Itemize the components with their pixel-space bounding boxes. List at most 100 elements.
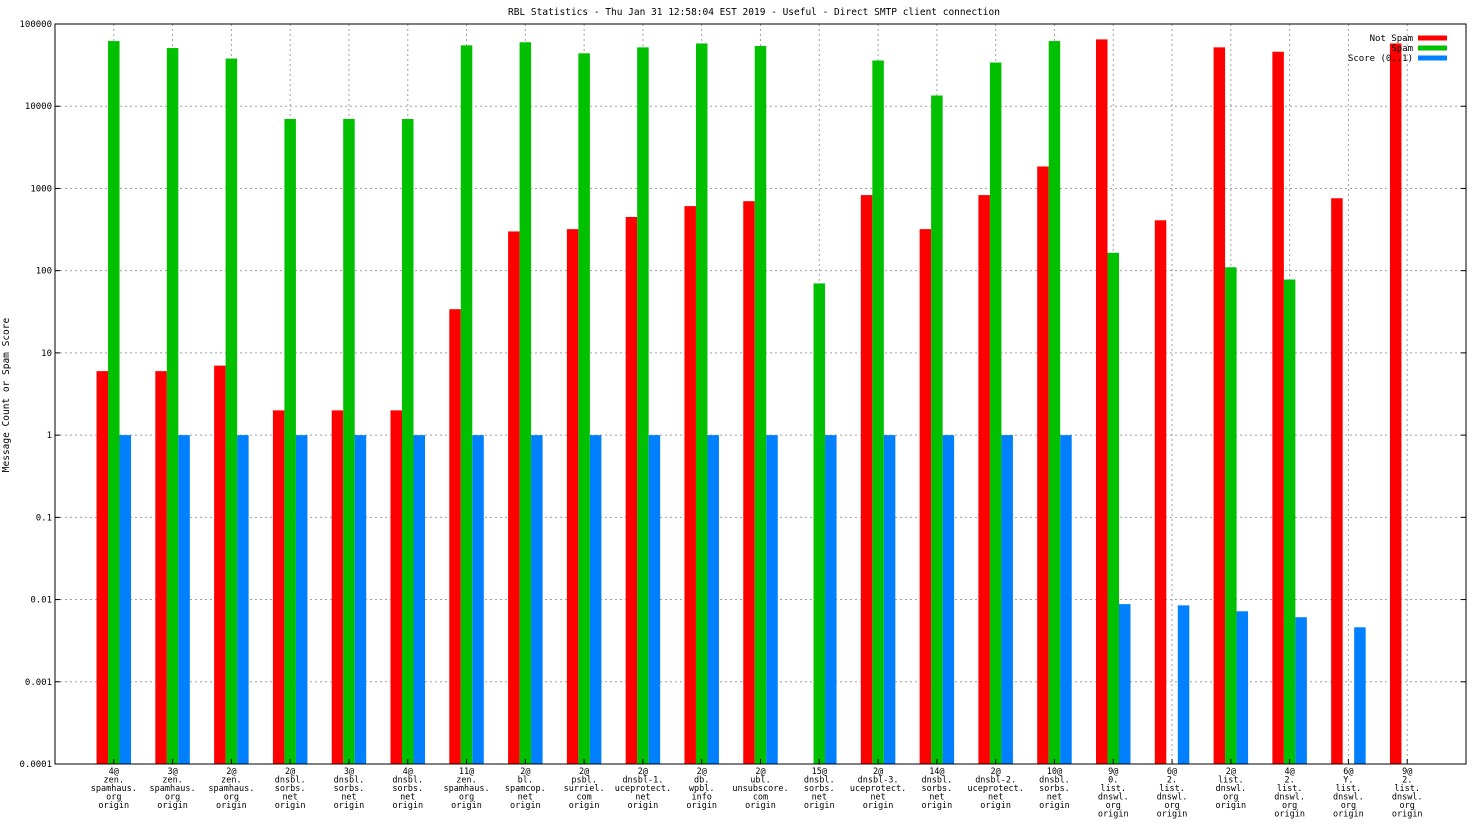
bar-spam <box>460 45 473 764</box>
bar-not-spam <box>1154 220 1167 764</box>
x-tick-label-line: net <box>518 793 533 803</box>
x-tick-label: 2@ dnsbl. sorbs. net origin <box>275 767 306 811</box>
x-tick-label-line: 4@ <box>1285 767 1295 777</box>
bar-not-spam <box>1272 51 1284 764</box>
bar-spam <box>695 43 708 764</box>
legend-swatch <box>1418 45 1447 51</box>
x-tick-label-line: surriel. <box>564 784 605 794</box>
x-tick-label: 2@ dnsbl-3. uceprotect. net origin <box>850 767 906 811</box>
x-tick-label-line: list. <box>1277 784 1303 794</box>
x-tick-label-line: org <box>106 793 121 803</box>
y-ticks: 0.0001 0.001 0.01 0.1 1 10 100 1000 10000 100000 <box>19 20 1466 770</box>
x-tick-label-line: 10@ <box>1047 767 1062 777</box>
x-tick-label: 4@ dnsbl. sorbs. net origin <box>392 767 423 811</box>
bar-score-0-1 <box>1060 435 1072 764</box>
x-tick-label-line: org <box>1341 801 1356 811</box>
x-tick-label-line: uceprotect. <box>615 784 671 794</box>
x-tick-label-line: 3@ <box>167 767 177 777</box>
x-tick-label-line: 9@ <box>1402 767 1412 777</box>
x-tick-label-line: sorbs. <box>804 784 835 794</box>
bar-not-spam <box>272 410 285 764</box>
x-tick-label-line: 6@ <box>1167 767 1177 777</box>
x-tick-label-line: 2@ <box>991 767 1001 777</box>
x-tick-label-line: 3@ <box>344 767 354 777</box>
bar-spam <box>108 41 120 765</box>
x-tick-label-line: dnswl. <box>1333 793 1364 803</box>
x-tick-label-line: origin <box>1392 810 1423 820</box>
bar-spam <box>578 53 590 765</box>
x-tick-label-line: dnsbl. <box>922 776 953 786</box>
bar-not-spam <box>331 410 344 764</box>
bar-spam <box>1048 41 1061 765</box>
x-tick-label-line: 4@ <box>403 767 413 777</box>
legend-label: Score (0..1) <box>1348 54 1413 64</box>
bar-not-spam <box>978 195 990 764</box>
bar-spam <box>284 118 296 764</box>
x-tick-label-line: info <box>691 793 711 803</box>
x-tick-label-line: origin <box>922 801 953 811</box>
bar-not-spam <box>390 410 402 764</box>
x-tick-label-line: net <box>870 793 885 803</box>
bar-score-0-1 <box>237 435 249 764</box>
legend-label: Not Spam <box>1370 34 1413 44</box>
bar-spam <box>1283 279 1296 764</box>
x-tick-label-line: dnsbl. <box>1039 776 1070 786</box>
x-tick-label-line: origin <box>1215 801 1246 811</box>
legend-swatch <box>1418 35 1447 41</box>
x-tick-label-line: org <box>1223 793 1238 803</box>
bar-score-0-1 <box>1001 435 1013 764</box>
bar-spam <box>519 42 532 764</box>
x-tick-label: 2@ dnsbl-2. uceprotect. net origin <box>968 767 1024 811</box>
bar-not-spam <box>96 371 109 764</box>
x-tick-label-line: net <box>929 793 944 803</box>
bar-not-spam <box>214 365 226 764</box>
x-tick-label-line: org <box>1164 801 1179 811</box>
x-tick-label-line: 15@ <box>812 767 827 777</box>
x-tick-label-line: dnsbl-3. <box>858 776 899 786</box>
x-tick-label-line: 11@ <box>459 767 474 777</box>
x-tick-label-line: dnswl. <box>1157 793 1188 803</box>
x-tick-label-line: origin <box>216 801 247 811</box>
x-tick-label-line: 2. <box>1167 776 1177 786</box>
x-tick-label-line: dnsbl. <box>392 776 423 786</box>
x-tick-label-line: origin <box>392 801 423 811</box>
x-tick-label-line: wpbl. <box>689 784 715 794</box>
x-tick-label-line: org <box>459 793 474 803</box>
x-tick-label-line: origin <box>1039 801 1070 811</box>
x-tick-label-line: sorbs. <box>1039 784 1070 794</box>
chart-title: RBL Statistics - Thu Jan 31 12:58:04 EST… <box>508 7 1000 18</box>
x-tick-label-line: dnswl. <box>1392 793 1423 803</box>
x-tick-label-line: db. <box>694 776 709 786</box>
x-tick-label-line: list. <box>1159 784 1185 794</box>
x-tick-label-line: sorbs. <box>392 784 423 794</box>
x-tick-label-line: origin <box>451 801 482 811</box>
bar-not-spam <box>1213 47 1226 765</box>
x-tick-label: 6@ 2. list. dnswl. org origin <box>1157 767 1188 820</box>
bar-score-0-1 <box>354 435 367 764</box>
x-tick-label-line: 2@ <box>755 767 765 777</box>
x-tick-label-line: sorbs. <box>922 784 953 794</box>
x-tick-label-line: 6@ <box>1343 767 1353 777</box>
x-tick-label-line: Y. <box>1343 776 1353 786</box>
bar-not-spam <box>919 229 932 765</box>
bar-score-0-1 <box>472 435 484 764</box>
x-tick-label: 4@ 2. list. dnswl. org origin <box>1274 767 1305 820</box>
x-tick-label-line: dnswl. <box>1215 784 1246 794</box>
x-tick-label: 2@ zen. spamhaus. org origin <box>208 767 254 811</box>
x-tick-label-line: uceprotect. <box>968 784 1024 794</box>
bar-not-spam <box>1096 39 1108 764</box>
x-tick-label: 3@ zen. spamhaus. org origin <box>150 767 196 811</box>
x-tick-label: 9@ 0. list. dnswl. org origin <box>1098 767 1129 820</box>
bar-score-0-1 <box>1236 611 1249 764</box>
x-tick-label-line: net <box>635 793 650 803</box>
x-tick-label-line: net <box>988 793 1003 803</box>
x-tick-label-line: dnsbl-1. <box>622 776 663 786</box>
bar-spam <box>1225 267 1237 764</box>
x-tick-label-line: origin <box>980 801 1011 811</box>
x-tick-label-line: 0. <box>1108 776 1118 786</box>
x-tick-label-line: sorbs. <box>275 784 306 794</box>
x-tick-label-line: origin <box>1333 810 1364 820</box>
x-tick-label: 2@ ubl. unsubscore. com origin <box>732 767 788 811</box>
bar-not-spam <box>566 229 579 765</box>
